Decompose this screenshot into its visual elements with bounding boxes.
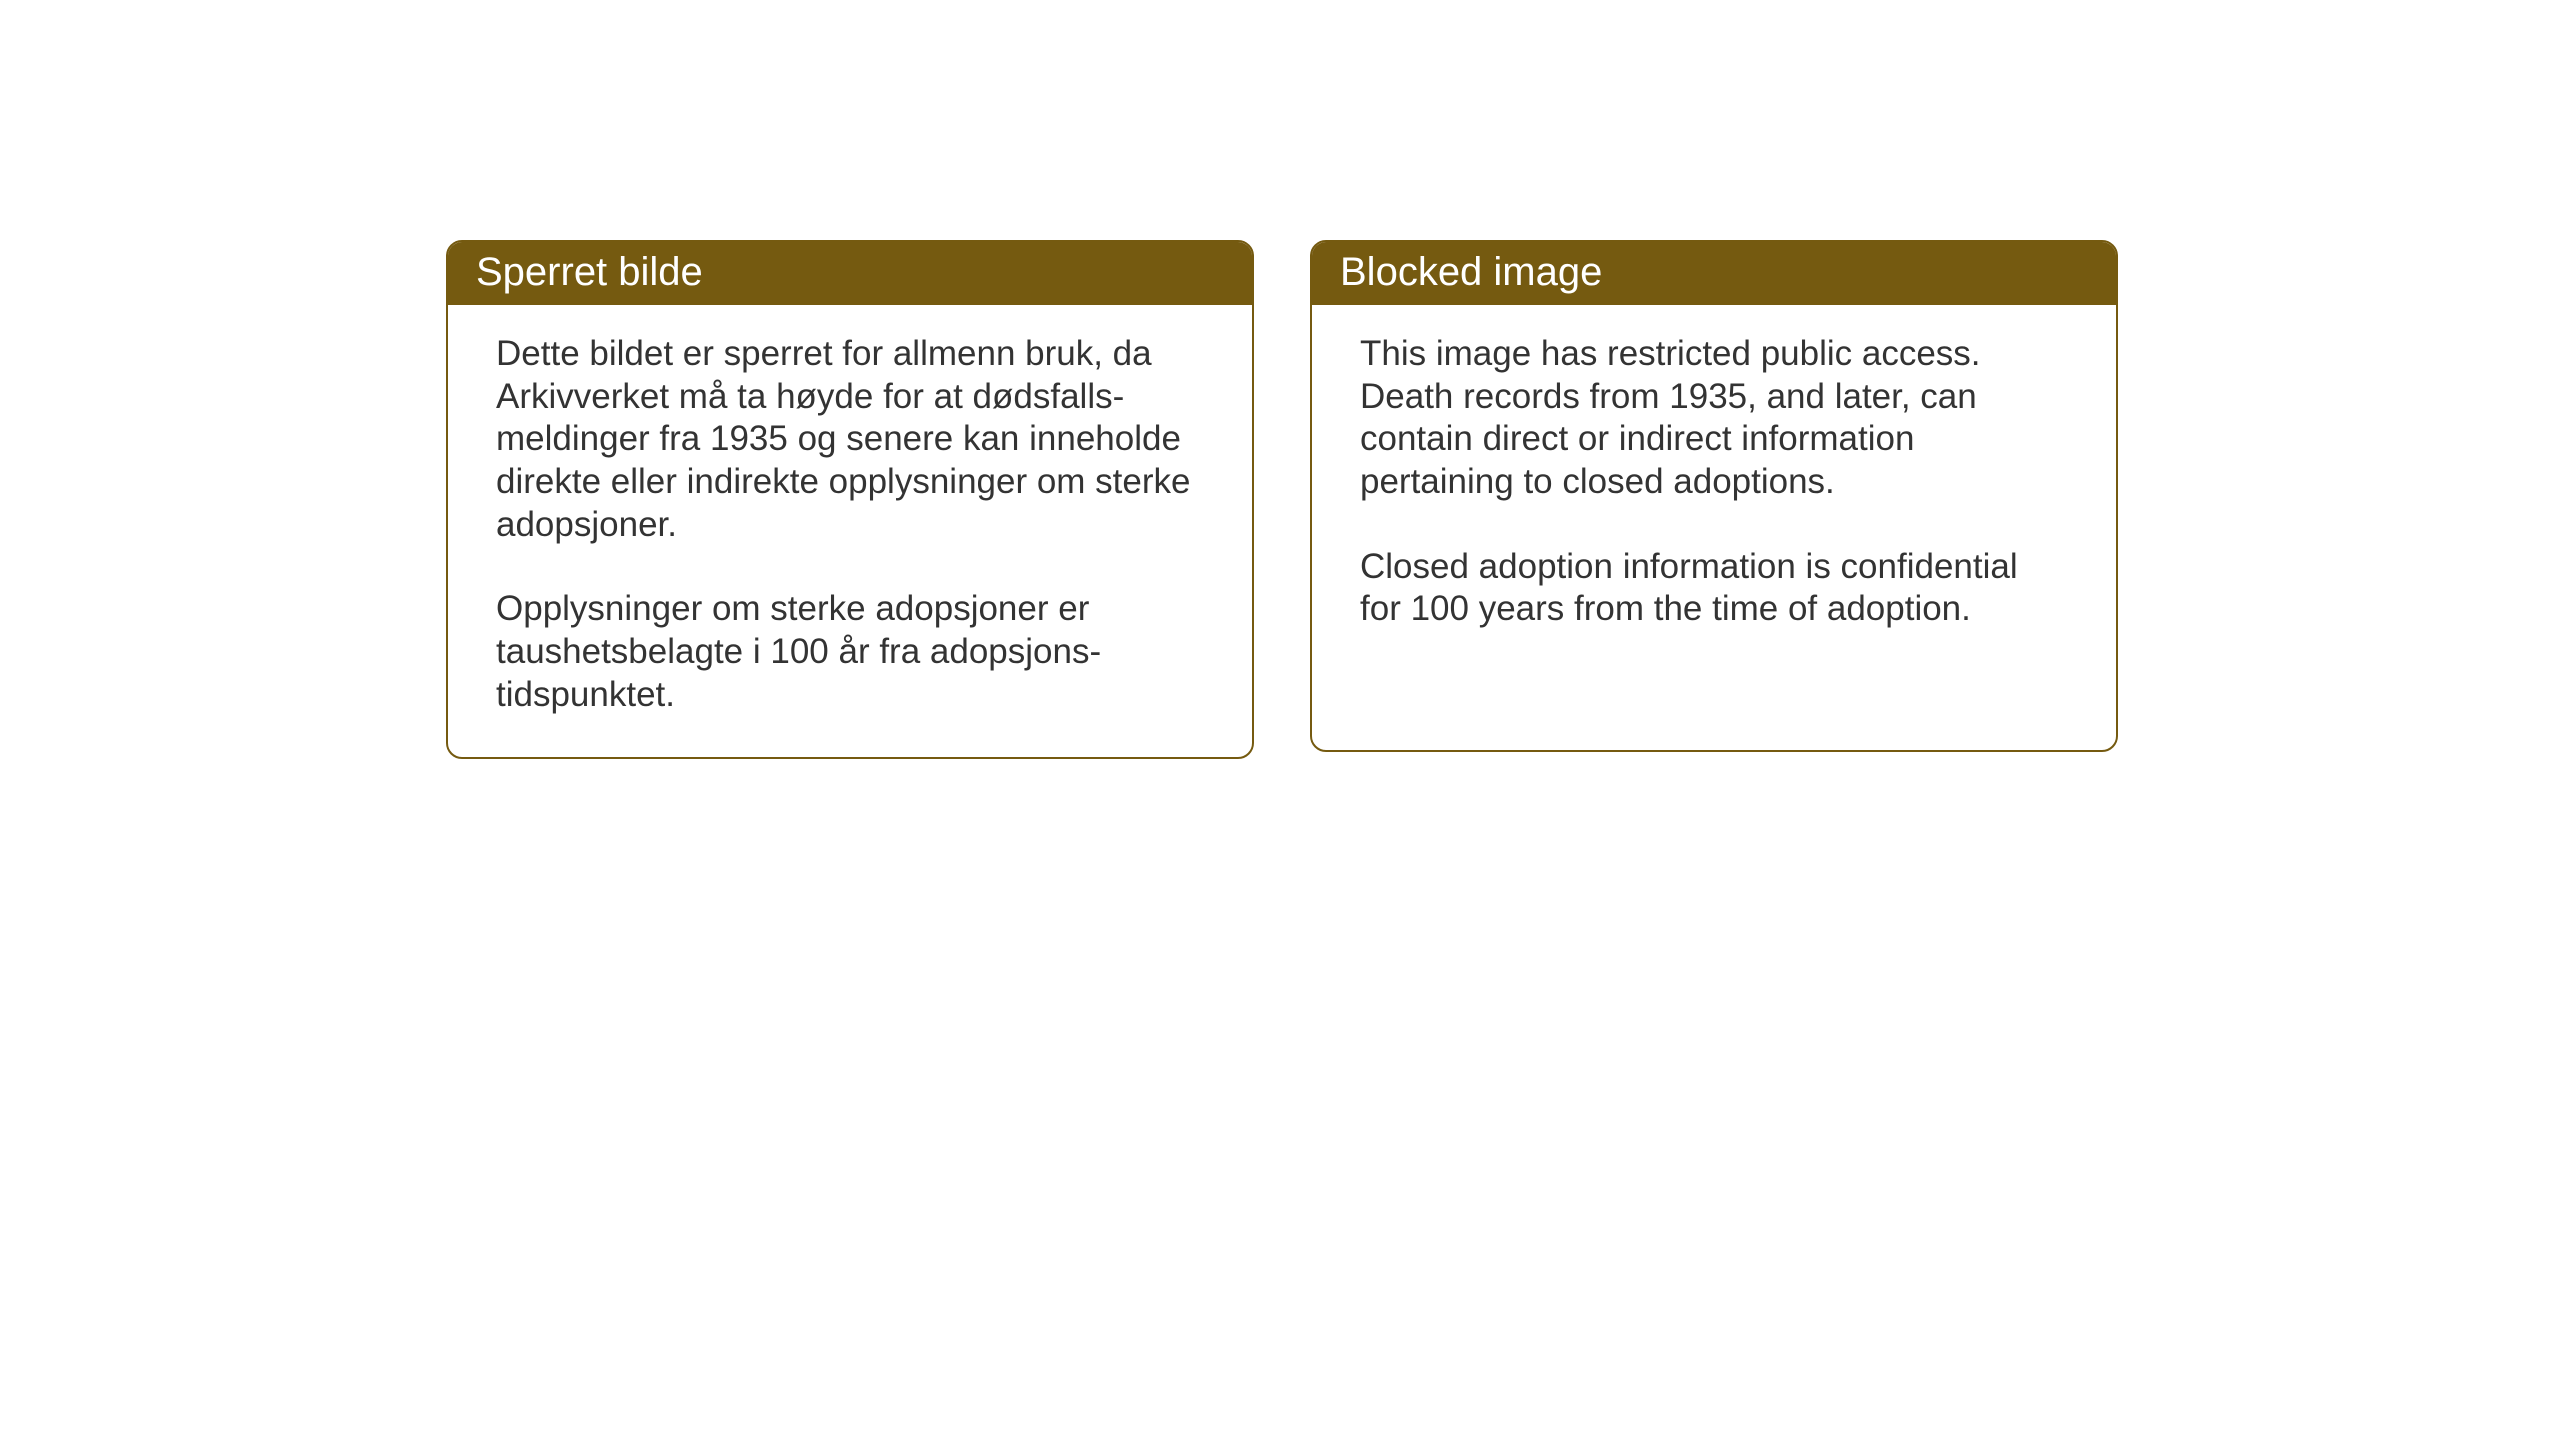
norwegian-info-card: Sperret bilde Dette bildet er sperret fo… bbox=[446, 240, 1254, 759]
english-paragraph-2: Closed adoption information is confident… bbox=[1360, 546, 2068, 631]
norwegian-card-body: Dette bildet er sperret for allmenn bruk… bbox=[448, 305, 1252, 757]
english-card-title: Blocked image bbox=[1312, 242, 2116, 305]
english-paragraph-1: This image has restricted public access.… bbox=[1360, 333, 2068, 504]
cards-container: Sperret bilde Dette bildet er sperret fo… bbox=[0, 0, 2560, 759]
english-card-body: This image has restricted public access.… bbox=[1312, 305, 2116, 671]
norwegian-card-title: Sperret bilde bbox=[448, 242, 1252, 305]
norwegian-paragraph-2: Opplysninger om sterke adopsjoner er tau… bbox=[496, 588, 1204, 716]
norwegian-paragraph-1: Dette bildet er sperret for allmenn bruk… bbox=[496, 333, 1204, 546]
english-info-card: Blocked image This image has restricted … bbox=[1310, 240, 2118, 752]
